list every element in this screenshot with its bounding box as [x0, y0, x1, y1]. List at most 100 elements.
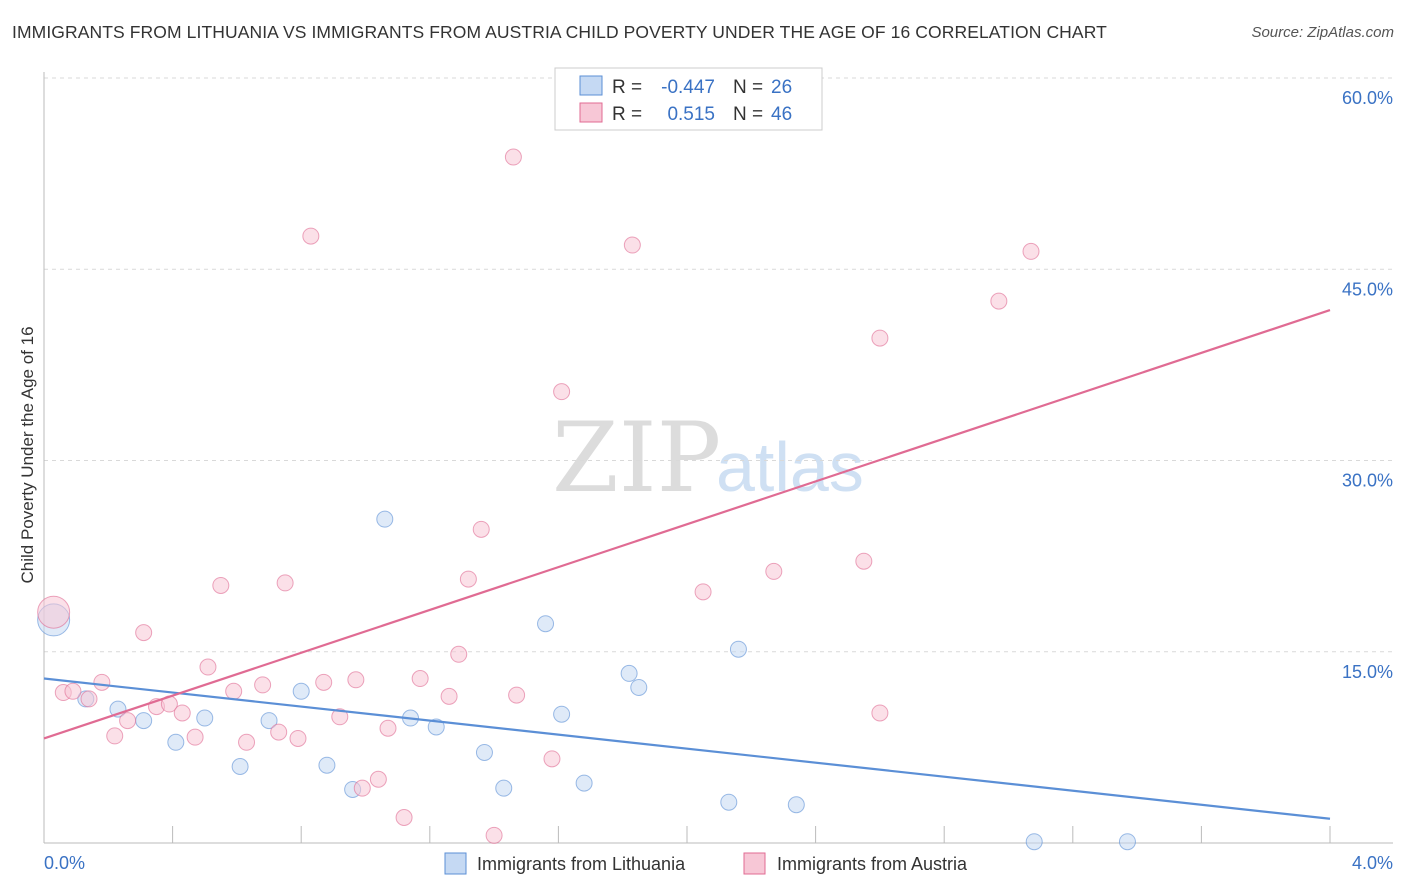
data-point — [411, 670, 429, 688]
trend-line — [43, 309, 1331, 740]
data-point — [472, 520, 490, 538]
data-point — [199, 658, 217, 676]
data-point — [369, 770, 387, 788]
data-point — [1118, 833, 1136, 851]
legend-r-value-austria: 0.515 — [667, 104, 715, 125]
data-point — [37, 595, 71, 629]
x-tick-label-max: 4.0% — [1352, 853, 1393, 873]
data-point — [135, 624, 153, 642]
data-point — [990, 292, 1008, 310]
data-point — [765, 562, 783, 580]
data-point — [64, 682, 82, 700]
data-point — [871, 329, 889, 347]
data-point — [871, 704, 889, 722]
data-point — [720, 793, 738, 811]
chart-source: Source: ZipAtlas.com — [1251, 24, 1394, 41]
data-point — [106, 727, 124, 745]
data-point — [331, 708, 349, 726]
data-point — [787, 796, 805, 814]
data-point — [485, 826, 503, 844]
bottom-legend-swatch-lithuania — [444, 852, 467, 875]
y-tick-label: 60.0% — [1342, 88, 1393, 108]
y-tick-labels: 15.0% 30.0% 45.0% 60.0% — [1342, 88, 1393, 682]
data-point — [167, 733, 185, 751]
data-point — [135, 712, 153, 730]
data-point — [508, 686, 526, 704]
data-point — [318, 756, 336, 774]
bottom-legend-label-austria: Immigrants from Austria — [777, 854, 968, 874]
data-point — [620, 664, 638, 682]
data-point — [260, 712, 278, 730]
data-point — [315, 673, 333, 691]
y-tick-label: 30.0% — [1342, 471, 1393, 491]
x-tick-label-min: 0.0% — [44, 853, 85, 873]
data-point — [289, 729, 307, 747]
trend-lines — [43, 309, 1331, 820]
data-point — [427, 718, 445, 736]
legend-n-value-lithuania: 26 — [771, 77, 792, 98]
data-point — [276, 574, 294, 592]
y-tick-label: 45.0% — [1342, 279, 1393, 299]
stats-legend: R = -0.447 N = 26 R = 0.515 N = 46 — [554, 67, 823, 131]
bottom-legend-swatch-austria — [743, 852, 766, 875]
y-tick-label: 15.0% — [1342, 662, 1393, 682]
data-point — [347, 671, 365, 689]
data-point — [440, 687, 458, 705]
watermark-atlas: atlas — [716, 428, 864, 506]
data-point — [379, 719, 397, 737]
y-axis-title: Child Poverty Under the Age of 16 — [18, 326, 37, 583]
series-austria — [37, 148, 1040, 844]
data-point — [537, 615, 555, 633]
data-point — [553, 705, 571, 723]
data-point — [855, 552, 873, 570]
data-point — [1025, 833, 1043, 851]
data-point — [196, 709, 214, 727]
data-point — [475, 743, 493, 761]
data-point — [504, 148, 522, 166]
data-point — [553, 383, 571, 401]
trend-line — [43, 677, 1331, 820]
legend-r-label-lithuania: R = — [612, 77, 642, 98]
data-point — [1022, 242, 1040, 260]
data-point — [270, 723, 288, 741]
legend-n-label-lithuania: N = — [733, 77, 763, 98]
data-point — [395, 809, 413, 826]
data-point — [630, 678, 648, 696]
data-point — [119, 712, 137, 730]
watermark: ZIP atlas — [552, 402, 864, 514]
data-point — [353, 779, 371, 797]
watermark-zip: ZIP — [552, 402, 721, 514]
data-point — [173, 704, 191, 722]
gridlines — [44, 77, 1393, 653]
legend-r-label-austria: R = — [612, 104, 642, 125]
bottom-legend-label-lithuania: Immigrants from Lithuania — [477, 854, 686, 874]
data-point — [495, 779, 513, 797]
data-point — [694, 583, 712, 601]
x-axis-tick-marks — [172, 826, 1331, 843]
chart-title: IMMIGRANTS FROM LITHUANIA VS IMMIGRANTS … — [12, 22, 1107, 42]
data-point — [93, 673, 111, 691]
data-point — [231, 758, 249, 775]
legend-n-value-austria: 46 — [771, 104, 792, 125]
legend-n-label-austria: N = — [733, 104, 763, 125]
data-point — [186, 728, 204, 746]
data-point — [623, 236, 641, 254]
data-point — [238, 733, 256, 751]
series-legend: Immigrants from Lithuania Immigrants fro… — [444, 852, 968, 875]
series-lithuania — [37, 510, 1136, 851]
data-point — [729, 640, 747, 658]
data-point — [376, 510, 394, 528]
data-point — [302, 227, 320, 245]
data-point — [254, 676, 272, 694]
legend-swatch-lithuania — [579, 75, 603, 96]
data-point — [225, 682, 243, 700]
data-point — [292, 682, 310, 700]
data-point — [80, 690, 98, 708]
legend-swatch-austria — [579, 102, 603, 123]
data-point — [459, 570, 477, 588]
legend-r-value-lithuania: -0.447 — [661, 77, 715, 98]
data-point — [450, 645, 468, 663]
data-point — [543, 750, 561, 768]
data-point — [212, 576, 230, 594]
